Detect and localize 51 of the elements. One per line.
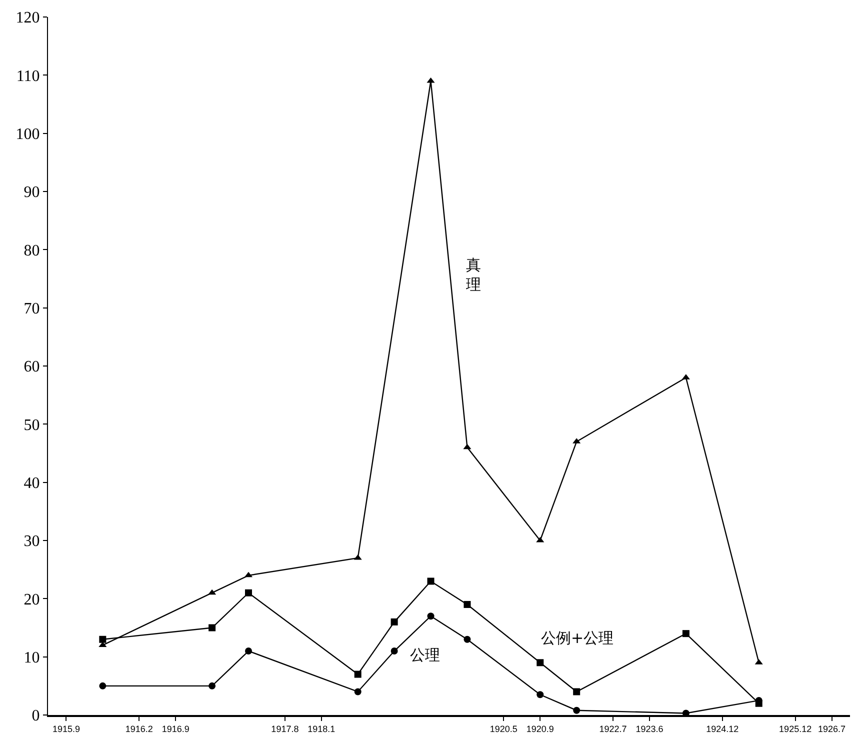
y-tick-label: 90 <box>24 184 40 202</box>
point <box>464 600 471 608</box>
point <box>427 578 434 585</box>
x-tick-label: 1916.2 <box>125 724 153 734</box>
point <box>463 444 472 450</box>
point <box>208 589 216 595</box>
x-tick-label: 1925.12 <box>779 724 812 734</box>
point <box>573 706 580 714</box>
y-tick-label: 80 <box>24 242 40 260</box>
x-tick-label: 1920.9 <box>526 724 554 734</box>
x-tick-label: 1918.1 <box>308 724 336 734</box>
point <box>536 659 544 666</box>
y-tick-label: 100 <box>16 126 40 143</box>
point <box>390 618 398 626</box>
y-tick-label: 110 <box>16 68 40 85</box>
x-tick-label: 1923.6 <box>636 724 664 734</box>
point <box>99 636 106 643</box>
x-tick-label: 1920.5 <box>490 724 518 734</box>
x-tick-label: 1924.12 <box>706 724 739 734</box>
x-tick-label: 1916.9 <box>162 724 190 734</box>
point <box>536 691 544 698</box>
x-tick-label: 1917.8 <box>271 724 299 734</box>
x-tick-label: 1926.7 <box>818 724 846 734</box>
point <box>464 636 471 643</box>
point <box>573 688 580 696</box>
y-tick-label: 10 <box>24 649 40 666</box>
y-tick-label: 60 <box>24 358 40 376</box>
point <box>426 77 435 83</box>
point <box>354 670 362 678</box>
y-tick-label: 70 <box>24 300 40 318</box>
point <box>427 612 434 620</box>
point <box>245 589 252 596</box>
point <box>390 648 398 655</box>
x-tick-label: 1915.9 <box>52 724 80 734</box>
y-tick-label: 0 <box>32 708 40 725</box>
y-tick-label: 40 <box>24 474 40 492</box>
point <box>682 630 690 638</box>
annotation: 公例+公理 <box>541 629 614 647</box>
point <box>245 648 252 655</box>
y-tick-label: 120 <box>16 10 40 27</box>
y-tick-label: 20 <box>24 591 40 608</box>
annotation: 真理 <box>466 256 481 294</box>
y-tick-label: 50 <box>24 416 40 434</box>
annotation: 公理 <box>410 646 440 664</box>
point <box>99 682 106 690</box>
point <box>354 554 362 560</box>
point <box>208 682 216 690</box>
y-tick-label: 30 <box>24 533 40 550</box>
x-tick-label: 1922.7 <box>599 724 627 734</box>
point <box>208 624 216 632</box>
point <box>354 688 362 696</box>
